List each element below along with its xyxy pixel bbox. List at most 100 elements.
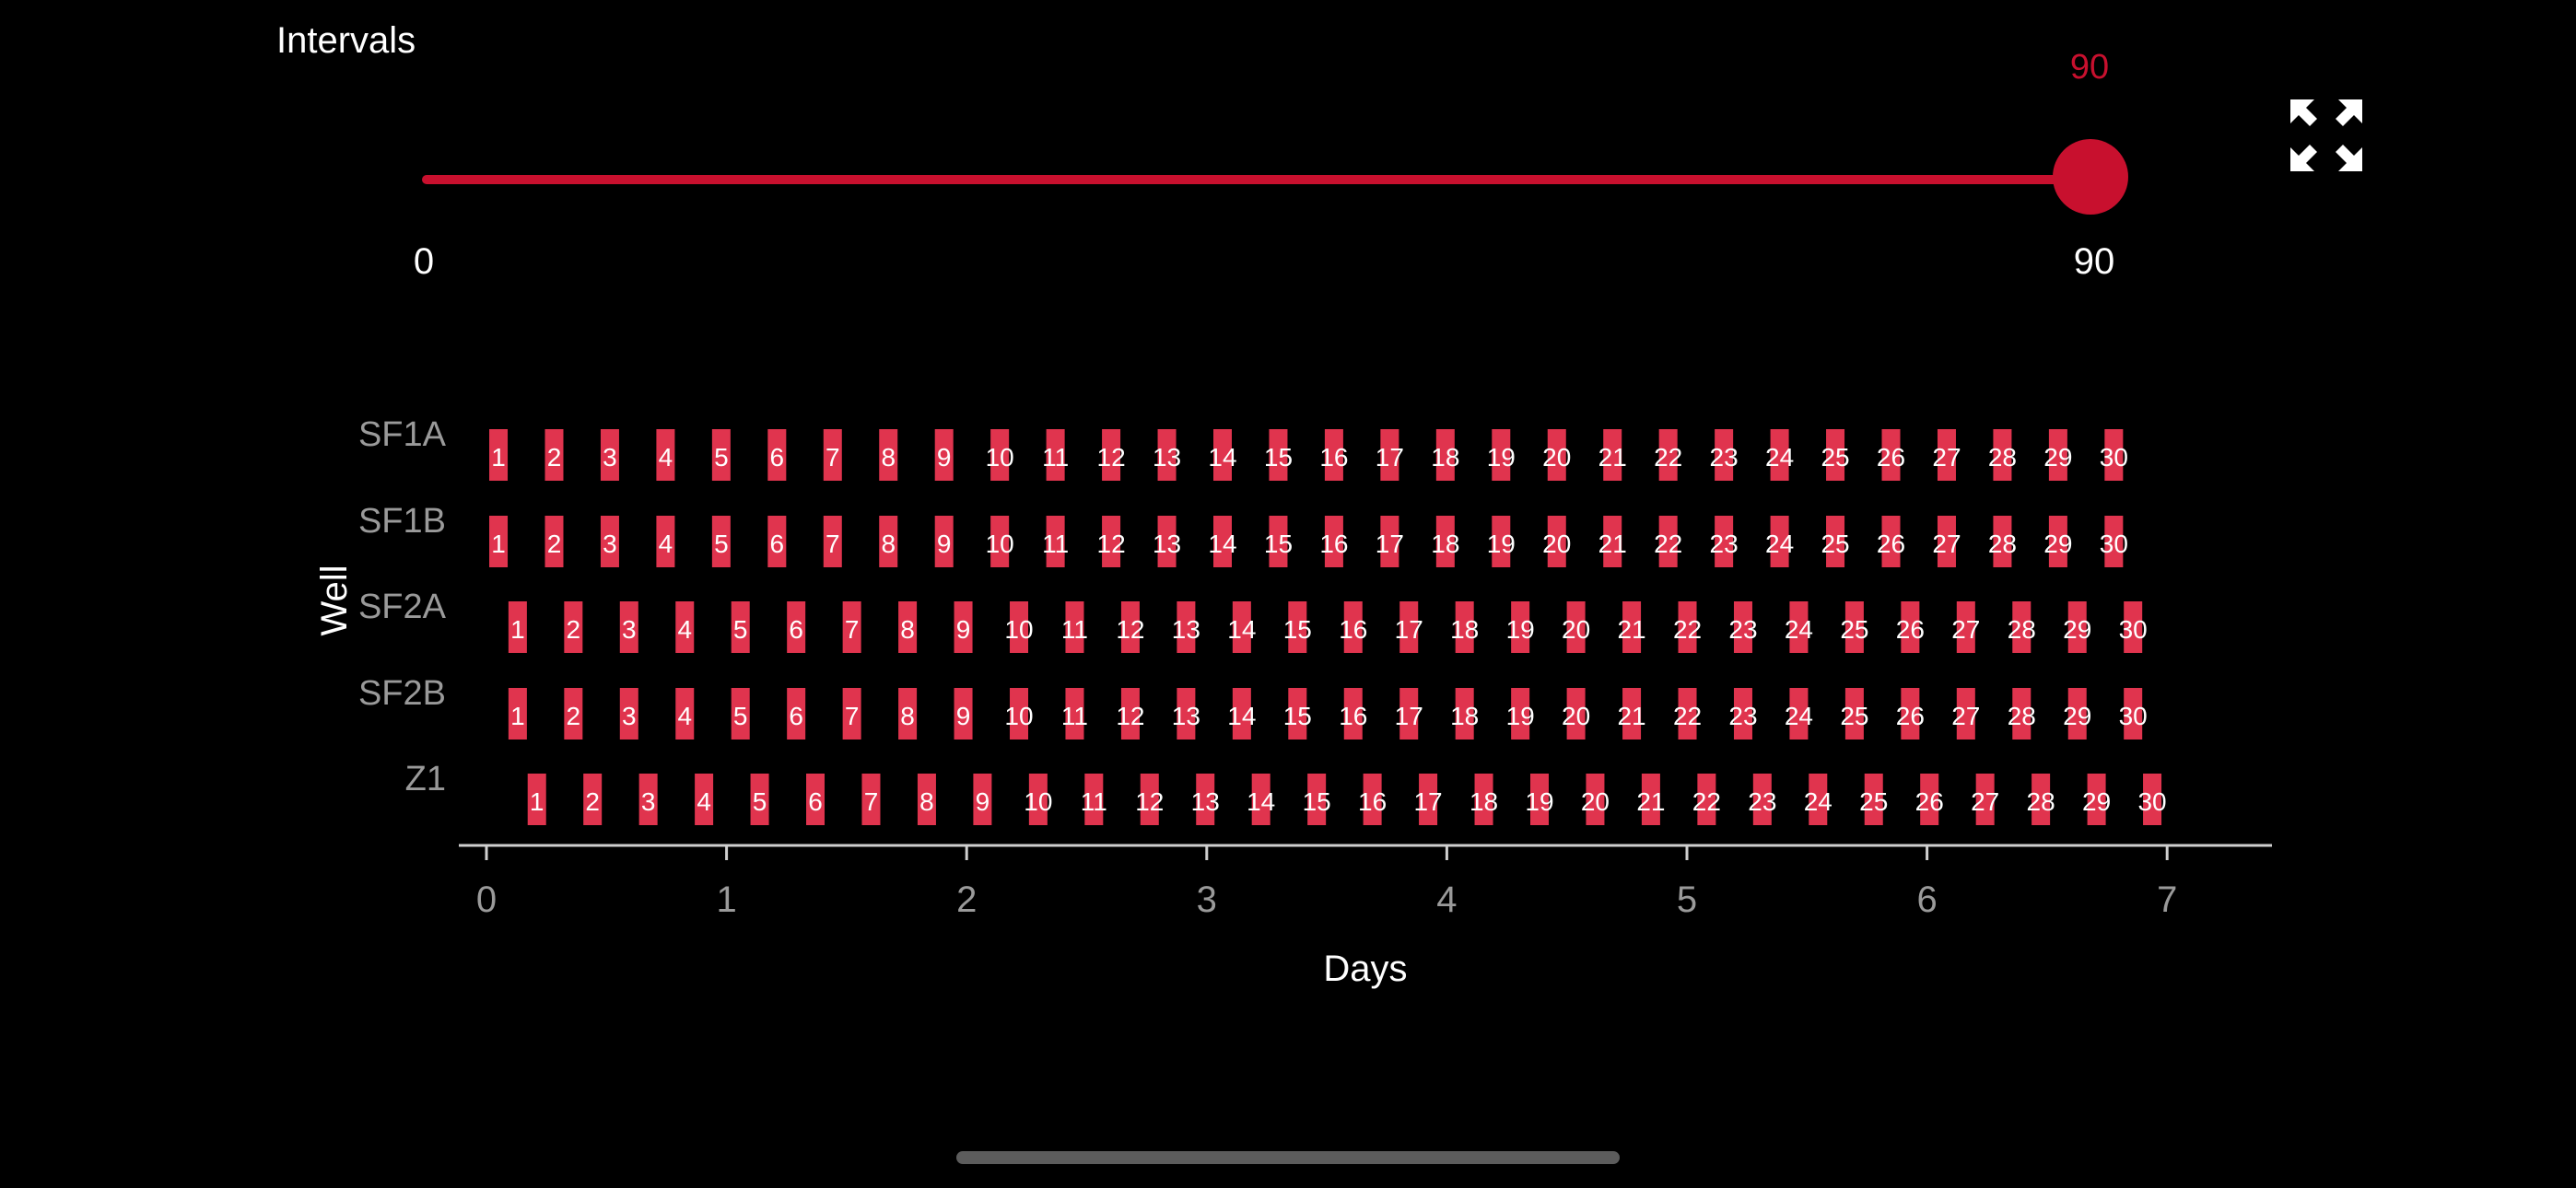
interval-bar	[1269, 516, 1288, 567]
interval-bar-label: 7	[825, 443, 840, 472]
interval-bar	[1380, 429, 1399, 481]
interval-bar-label: 14	[1208, 530, 1236, 558]
slider-min-label: 0	[413, 241, 435, 282]
interval-bar	[544, 429, 564, 481]
interval-bar-label: 23	[1748, 787, 1776, 816]
interval-bar-label: 28	[1988, 443, 2017, 472]
interval-bar	[1993, 429, 2012, 481]
interval-bar	[1641, 774, 1660, 825]
interval-bar	[2124, 601, 2143, 653]
interval-bar	[1826, 516, 1845, 567]
interval-bar	[1752, 774, 1772, 825]
interval-bar-label: 29	[2043, 530, 2072, 558]
interval-bar-label: 27	[1951, 702, 1980, 730]
interval-bar-label: 26	[1896, 615, 1925, 644]
interval-bar-label: 15	[1303, 787, 1331, 816]
interval-bar-label: 22	[1654, 443, 1682, 472]
interval-bar-label: 3	[603, 443, 617, 472]
interval-bar-label: 25	[1821, 443, 1849, 472]
interval-bar-label: 5	[714, 443, 729, 472]
interval-bar	[1715, 516, 1734, 567]
slider-track[interactable]	[422, 175, 2091, 184]
interval-bar	[1770, 429, 1789, 481]
interval-bar-label: 24	[1804, 787, 1832, 816]
interval-bar	[656, 429, 675, 481]
interval-bar-label: 8	[881, 443, 896, 472]
interval-bar	[1697, 774, 1716, 825]
interval-bar	[1455, 601, 1474, 653]
interval-bar	[861, 774, 881, 825]
interval-bar-label: 12	[1135, 787, 1164, 816]
interval-bar-label: 5	[714, 530, 729, 558]
interval-bar-label: 20	[1562, 615, 1590, 644]
interval-bar-label: 27	[1951, 615, 1980, 644]
interval-bar	[1492, 516, 1511, 567]
interval-bar-label: 2	[567, 615, 581, 644]
interval-bar-label: 18	[1469, 787, 1498, 816]
interval-bar-label: 4	[677, 702, 692, 730]
interval-bar-label: 30	[2137, 787, 2166, 816]
interval-bar-label: 21	[1598, 530, 1627, 558]
interval-bar	[2012, 601, 2032, 653]
interval-bar-label: 20	[1542, 530, 1571, 558]
interval-bar-label: 1	[510, 702, 525, 730]
interval-bar	[1622, 601, 1642, 653]
interval-bar-label: 19	[1525, 787, 1553, 816]
interval-bar-label: 26	[1915, 787, 1944, 816]
interval-bar	[1084, 774, 1104, 825]
interval-bar	[1956, 601, 1975, 653]
interval-bar	[1288, 601, 1307, 653]
interval-bar	[898, 688, 918, 740]
interval-bar	[1956, 688, 1975, 740]
slider-thumb[interactable]	[2053, 139, 2128, 215]
interval-bar-label: 14	[1208, 443, 1236, 472]
interval-bar-label: 10	[986, 530, 1014, 558]
interval-bar-label: 11	[1061, 615, 1088, 644]
interval-bar	[2124, 688, 2143, 740]
interval-bar	[1140, 774, 1159, 825]
interval-bar	[1678, 688, 1697, 740]
interval-bar-label: 3	[603, 530, 617, 558]
x-tick-label: 4	[1436, 879, 1457, 920]
interval-bar	[1809, 774, 1828, 825]
interval-bar-label: 25	[1821, 530, 1849, 558]
interval-bar	[1901, 601, 1920, 653]
interval-bar	[564, 601, 583, 653]
interval-bar-label: 20	[1581, 787, 1610, 816]
interval-bar-label: 17	[1413, 787, 1442, 816]
interval-bar-label: 9	[937, 530, 952, 558]
interval-bar	[656, 516, 675, 567]
interval-bar-label: 11	[1081, 787, 1107, 816]
interval-bar-label: 15	[1283, 702, 1312, 730]
interval-bar-label: 15	[1283, 615, 1312, 644]
interval-bar-label: 6	[808, 787, 823, 816]
interval-bar-label: 3	[622, 615, 637, 644]
interval-bar	[508, 601, 527, 653]
fullscreen-button[interactable]	[2287, 96, 2366, 175]
expand-arrows-icon	[2290, 99, 2362, 171]
interval-bar-label: 13	[1153, 443, 1181, 472]
y-category-label: SF1B	[358, 502, 446, 541]
interval-bar-label: 21	[1617, 702, 1645, 730]
interval-bar	[879, 516, 898, 567]
interval-bar-label: 9	[956, 702, 971, 730]
interval-bar	[1343, 688, 1363, 740]
interval-bar-label: 16	[1319, 443, 1348, 472]
interval-bar-label: 17	[1376, 443, 1404, 472]
interval-bar	[787, 688, 806, 740]
interval-bar	[1435, 429, 1455, 481]
interval-bar-label: 6	[770, 530, 785, 558]
interval-bar-label: 18	[1431, 530, 1459, 558]
interval-bar-label: 4	[659, 443, 673, 472]
interval-bar	[1715, 429, 1734, 481]
home-indicator[interactable]	[956, 1151, 1620, 1164]
interval-bar-label: 18	[1431, 443, 1459, 472]
interval-bar-label: 6	[789, 702, 803, 730]
interval-bar	[508, 688, 527, 740]
interval-bar-label: 10	[986, 443, 1014, 472]
interval-bar	[787, 601, 806, 653]
interval-bar-label: 24	[1765, 530, 1794, 558]
interval-bar-label: 25	[1840, 702, 1868, 730]
interval-bar-label: 2	[547, 443, 562, 472]
interval-bar-label: 2	[585, 787, 600, 816]
